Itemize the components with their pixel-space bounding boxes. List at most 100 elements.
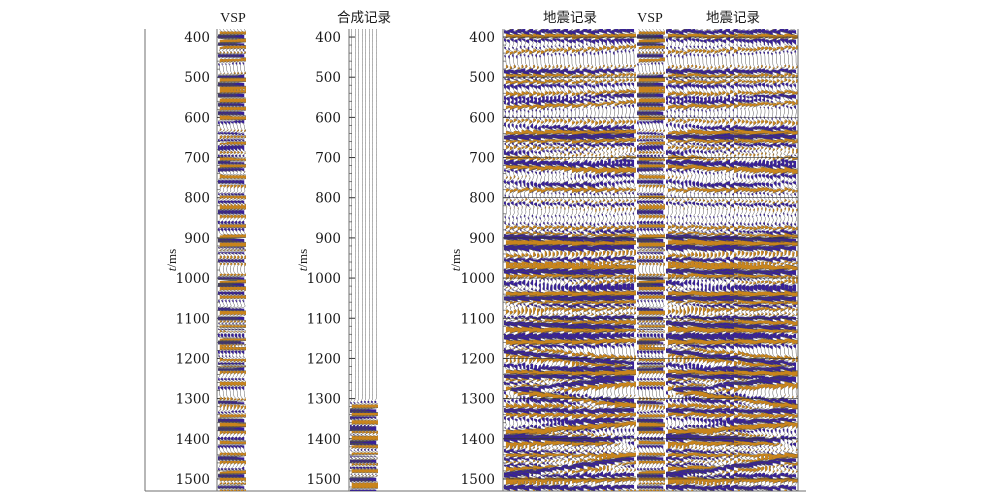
time-tick-label: 500 — [315, 70, 341, 86]
positive-peak-fill — [796, 35, 798, 491]
time-tick-label: 400 — [184, 30, 210, 46]
positive-peak-fill — [376, 404, 378, 489]
wiggle-trace — [356, 29, 378, 491]
wiggle-trace — [637, 29, 665, 491]
wiggle-trace — [353, 29, 378, 491]
positive-peak-fill — [695, 33, 710, 491]
time-tick-label: 1300 — [461, 392, 495, 408]
positive-peak-fill — [587, 33, 604, 491]
negative-trough-fill — [597, 29, 611, 489]
time-tick-label: 1200 — [461, 351, 495, 367]
wiggle-trace — [585, 29, 616, 491]
positive-peak-fill — [517, 29, 533, 487]
seismic-right-trace-panel — [666, 29, 798, 491]
time-tick-label: 1200 — [307, 351, 341, 367]
time-tick-label: 800 — [184, 191, 210, 207]
time-tick-label: 1500 — [461, 472, 495, 488]
wiggle-trace — [228, 29, 246, 490]
negative-trough-fill — [637, 35, 646, 489]
positive-peak-fill — [663, 31, 665, 491]
negative-trough-fill — [762, 29, 777, 490]
wiggle-trace — [719, 29, 755, 491]
axis-labels: t/ms t/ms t/ms — [164, 249, 463, 271]
wiggle-trace — [220, 29, 246, 491]
synthetic-time-axis: 400 500 600 700 800 900 1000 1100 1200 1300 1400 15… — [307, 29, 355, 491]
wiggle-trace — [593, 29, 624, 491]
negative-trough-fill — [519, 29, 534, 490]
wiggle-trace — [637, 29, 661, 491]
negative-trough-fill — [594, 30, 607, 491]
time-tick-label: 900 — [184, 231, 210, 247]
synthetic-trace-panel — [350, 29, 378, 491]
positive-peak-fill — [718, 35, 733, 491]
wiggle-trace — [600, 29, 632, 491]
positive-peak-fill — [372, 404, 378, 489]
wiggle-trace — [515, 29, 545, 491]
time-tick-label: 600 — [469, 110, 495, 126]
wiggle-trace — [570, 29, 604, 491]
time-tick-label: 1400 — [461, 432, 495, 448]
wiggle-trace — [218, 29, 246, 491]
positive-peak-fill — [710, 35, 725, 491]
positive-peak-fill — [544, 33, 560, 491]
positive-peak-fill — [521, 33, 536, 491]
negative-trough-fill — [600, 30, 615, 491]
wiggle-trace — [566, 29, 601, 491]
negative-trough-fill — [218, 35, 227, 489]
negative-trough-fill — [637, 35, 650, 489]
negative-trough-fill — [693, 30, 711, 491]
negative-trough-fill — [742, 29, 758, 490]
time-tick-label: 1000 — [176, 271, 210, 287]
positive-peak-fill — [634, 33, 636, 491]
time-tick-label: 1200 — [176, 351, 210, 367]
negative-trough-fill — [684, 30, 699, 490]
negative-trough-fill — [580, 30, 596, 491]
wiggle-trace — [669, 29, 700, 491]
seismic-time-axis: 400 500 600 700 800 900 1000 1100 1200 1300 1400 15… — [461, 29, 509, 491]
time-tick-label: 1500 — [176, 472, 210, 488]
negative-trough-fill — [543, 29, 561, 490]
positive-peak-fill — [702, 35, 718, 491]
wiggle-trace — [218, 29, 235, 491]
negative-trough-fill — [553, 30, 572, 491]
synthetic-panel-title: 合成记录 — [337, 10, 391, 26]
wiggle-trace — [738, 29, 771, 491]
wiggle-trace — [218, 29, 242, 491]
time-tick-label: 900 — [315, 231, 341, 247]
figure-frame — [144, 29, 806, 492]
wiggle-trace — [775, 29, 798, 491]
wiggle-trace — [779, 29, 798, 491]
positive-peak-fill — [595, 29, 611, 484]
positive-peak-fill — [622, 33, 636, 491]
wiggle-trace — [759, 29, 789, 491]
negative-trough-fill — [590, 29, 603, 490]
wiggle-trace — [360, 29, 378, 491]
vsp-panel-title: VSP — [220, 11, 246, 26]
positive-peak-fill — [610, 33, 627, 491]
time-tick-label: 400 — [469, 30, 495, 46]
time-tick-label: 700 — [184, 151, 210, 167]
negative-trough-fill — [528, 29, 545, 490]
negative-trough-fill — [674, 29, 688, 490]
negative-trough-fill — [531, 29, 549, 490]
wiggle-trace — [504, 29, 533, 491]
negative-trough-fill — [522, 30, 537, 491]
time-tick-label: 1400 — [176, 432, 210, 448]
seismic-time-axis-label: t/ms — [448, 249, 463, 271]
negative-trough-fill — [350, 402, 356, 491]
time-tick-label: 600 — [315, 110, 341, 126]
negative-trough-fill — [218, 35, 231, 489]
wiggle-trace — [617, 29, 636, 490]
time-tick-label: 800 — [469, 191, 495, 207]
wiggle-trace — [543, 29, 576, 491]
time-tick-label: 500 — [184, 70, 210, 86]
vsp-time-axis: 400 500 600 700 800 900 1000 1100 1200 1300 1400 15… — [176, 29, 223, 491]
positive-peak-fill — [745, 35, 761, 491]
positive-peak-fill — [618, 33, 636, 491]
negative-trough-fill — [687, 30, 703, 491]
wiggle-trace — [218, 29, 238, 491]
negative-trough-fill — [707, 30, 727, 491]
time-tick-label: 900 — [469, 231, 495, 247]
negative-trough-fill — [360, 401, 377, 491]
time-tick-label: 800 — [315, 191, 341, 207]
